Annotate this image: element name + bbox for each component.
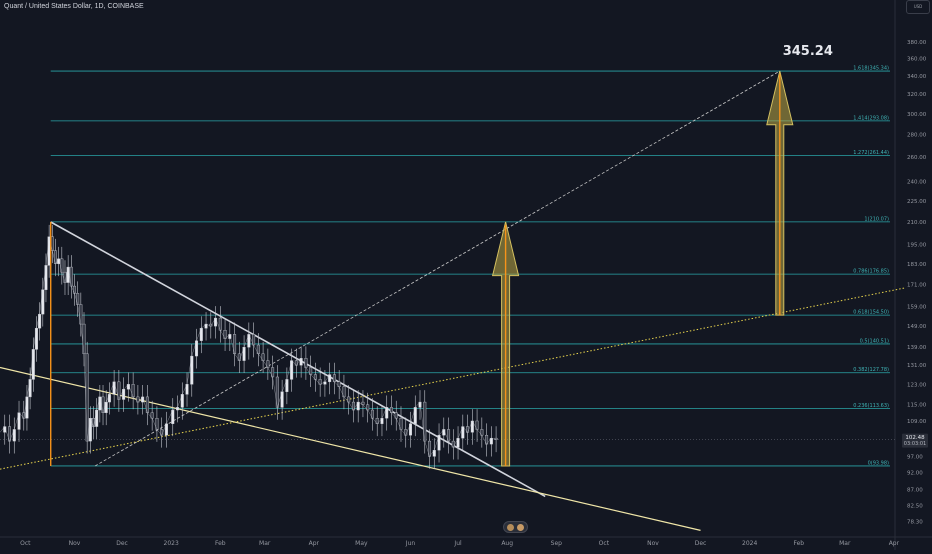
y-tick-label: 82.50 <box>907 503 923 509</box>
candle-body <box>88 417 92 442</box>
x-tick-label: Dec <box>695 540 707 547</box>
candle-body <box>107 394 111 403</box>
y-tick-label: 139.00 <box>907 345 927 351</box>
fib-level-label: 0.382(127.78) <box>853 367 889 373</box>
x-tick-label: Jun <box>405 540 416 547</box>
y-tick-label: 340.00 <box>907 74 927 80</box>
y-tick-label: 195.00 <box>907 242 927 248</box>
fib-level-label: 0.618(154.50) <box>853 310 889 316</box>
candle-body <box>25 396 29 419</box>
y-tick-label: 109.00 <box>907 419 927 425</box>
fib-level-label: 0.236(113.63) <box>853 403 889 409</box>
x-tick-label: Sep <box>551 540 563 547</box>
x-tick-label: Nov <box>647 540 659 547</box>
fib-level-label: 0.5(140.51) <box>860 338 889 344</box>
trendline-long-support <box>0 366 701 531</box>
y-tick-label: 97.00 <box>907 454 923 460</box>
y-tick-label: 320.00 <box>907 92 927 98</box>
last-price-badge <box>902 433 928 448</box>
y-tick-label: 149.00 <box>907 324 927 330</box>
fib-level-label: 1.618(345.34) <box>853 66 889 72</box>
x-tick-label: Mar <box>259 540 271 547</box>
y-tick-label: 131.00 <box>907 363 927 369</box>
y-tick-label: 380.00 <box>907 40 927 46</box>
y-tick-label: 225.00 <box>907 199 927 205</box>
x-tick-label: 2024 <box>742 540 757 547</box>
x-tick-label: Feb <box>793 540 804 547</box>
x-tick-label: Apr <box>889 540 900 547</box>
y-tick-label: 92.00 <box>907 470 923 476</box>
x-tick-label: Nov <box>69 540 81 547</box>
candle-body <box>104 401 108 413</box>
x-tick-label: Oct <box>20 540 31 547</box>
y-tick-label: 159.00 <box>907 304 927 310</box>
x-tick-label: Feb <box>215 540 226 547</box>
candle-body <box>60 258 64 273</box>
candle-body <box>34 327 38 350</box>
logo-icon <box>517 524 524 531</box>
target-price-label: 345.24 <box>783 44 833 59</box>
fib-level-label: 0.786(176.85) <box>853 269 889 275</box>
fib-level-label: 0(93.98) <box>868 460 889 466</box>
y-tick-label: 78.30 <box>907 519 923 525</box>
candle-body <box>82 323 86 355</box>
y-tick-label: 115.00 <box>907 403 927 409</box>
candle-body <box>95 409 99 427</box>
currency-box[interactable]: USD <box>906 0 930 14</box>
fib-level-label: 1.414(293.08) <box>853 115 889 121</box>
candle-body <box>98 396 102 411</box>
candle-body <box>76 293 80 305</box>
y-tick-label: 210.00 <box>907 220 927 226</box>
y-tick-label: 183.00 <box>907 262 927 268</box>
x-tick-label: May <box>355 540 368 547</box>
x-tick-label: Aug <box>501 540 513 547</box>
candle-body <box>79 304 83 325</box>
y-tick-label: 260.00 <box>907 155 927 161</box>
candle-body <box>28 379 32 398</box>
y-tick-label: 171.00 <box>907 282 927 288</box>
candle-body <box>85 353 89 442</box>
last-price-label: 102.48 <box>905 435 925 441</box>
x-tick-label: 2023 <box>164 540 179 547</box>
x-tick-label: Jul <box>453 540 462 547</box>
x-tick-label: Mar <box>839 540 851 547</box>
fib-level-label: 1.272(261.44) <box>853 150 889 156</box>
candle-body <box>69 266 73 287</box>
trendline-descending-resistance <box>50 221 546 498</box>
countdown-label: 03:03:01 <box>904 441 926 447</box>
y-tick-label: 300.00 <box>907 112 927 118</box>
candle-body <box>72 285 76 294</box>
logo-icon <box>507 524 514 531</box>
candle-body <box>41 289 45 315</box>
candle-body <box>53 250 57 264</box>
trendline-dashed-projection <box>94 70 780 467</box>
candle-body <box>66 266 70 283</box>
price-line <box>0 236 497 457</box>
candle-body <box>44 265 48 290</box>
x-tick-label: Apr <box>309 540 320 547</box>
x-tick-label: Oct <box>599 540 610 547</box>
y-tick-label: 360.00 <box>907 56 927 62</box>
y-tick-label: 240.00 <box>907 179 927 185</box>
y-tick-label: 123.00 <box>907 382 927 388</box>
symbol-title: Quant / United States Dollar, 1D, COINBA… <box>4 3 144 10</box>
y-tick-label: 280.00 <box>907 133 927 139</box>
exchange-logo-button[interactable] <box>503 521 528 533</box>
y-tick-label: 87.00 <box>907 487 923 493</box>
candle-body <box>31 349 35 380</box>
fib-level-label: 1(210.07) <box>864 216 889 222</box>
x-tick-label: Dec <box>116 540 128 547</box>
candle-body <box>38 313 42 329</box>
